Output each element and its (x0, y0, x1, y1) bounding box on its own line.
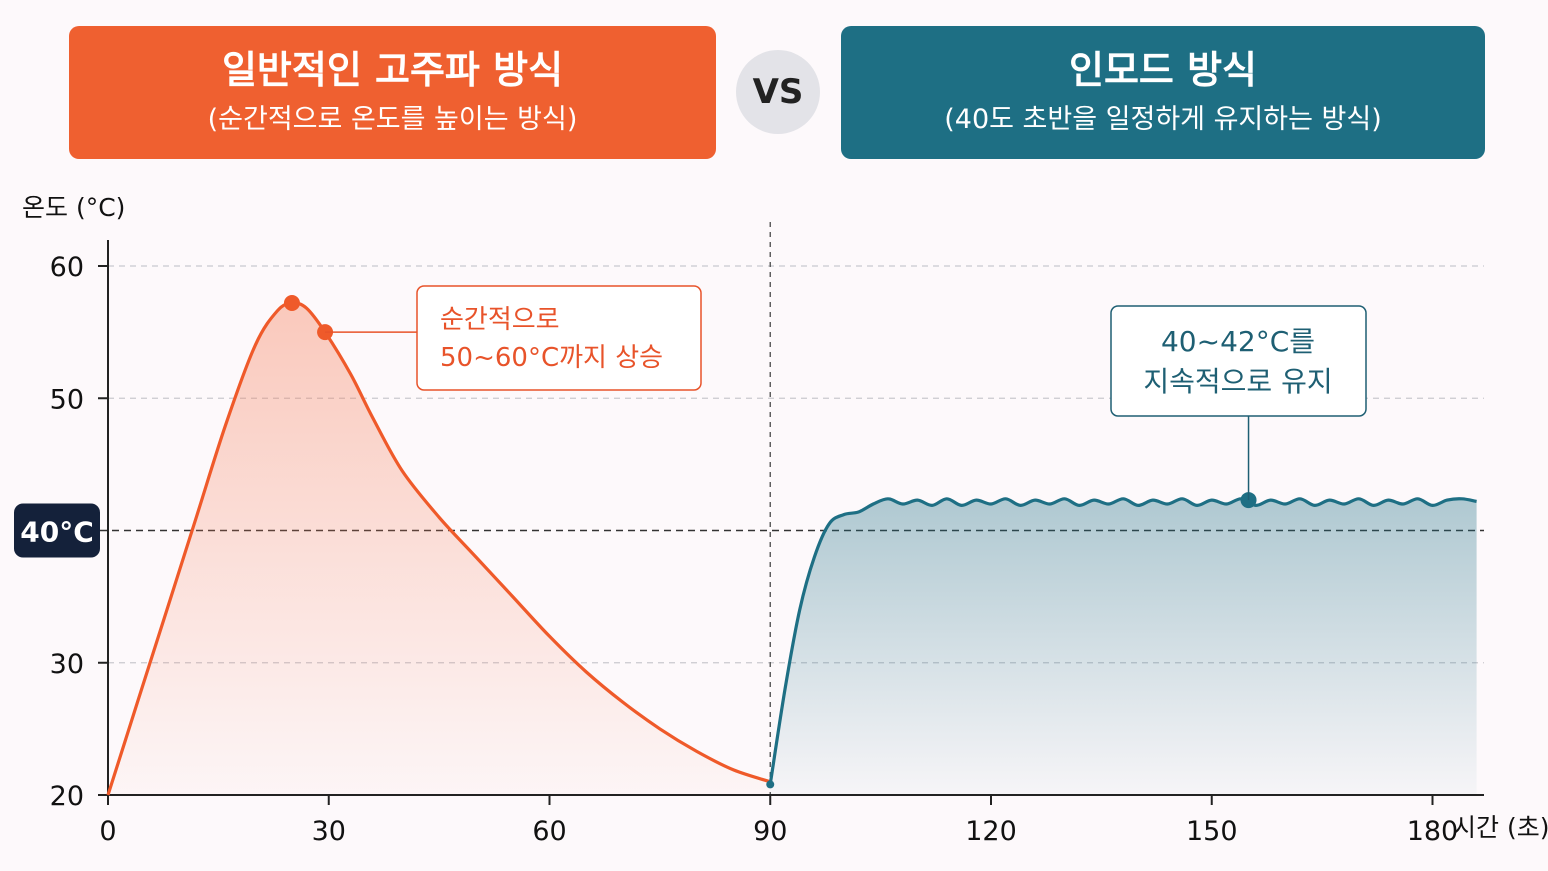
conventional-method-banner: 일반적인 고주파 방식 (순간적으로 온도를 높이는 방식) (69, 26, 716, 159)
series-line (768, 497, 1477, 785)
annotation-text: 순간적으로 (440, 305, 560, 335)
x-tick-label: 180 (1407, 816, 1459, 847)
x-tick-label: 0 (99, 816, 116, 847)
reference-badge-label: 40°C (20, 516, 94, 549)
y-axis-label: 온도 (°C) (22, 193, 125, 222)
series-area (770, 498, 1477, 795)
y-tick-label: 30 (50, 649, 84, 680)
annotation-box (1110, 305, 1367, 417)
series-area (108, 302, 771, 795)
x-tick-label: 150 (1186, 816, 1238, 847)
annotation-text: 지속적으로 유지 (1143, 365, 1332, 398)
x-axis-label: 시간 (초) (1453, 813, 1548, 842)
x-tick-label: 60 (532, 816, 566, 847)
x-tick-label: 120 (965, 816, 1017, 847)
vs-badge: VS (736, 50, 820, 134)
annotation-text: 40~42°C를 (1161, 325, 1315, 358)
y-tick-label: 60 (50, 252, 84, 283)
y-tick-label: 50 (50, 384, 84, 415)
x-tick-label: 30 (312, 816, 346, 847)
data-point (766, 780, 775, 789)
series-line (106, 301, 771, 796)
conventional-method-title: 일반적인 고주파 방식 (221, 48, 564, 92)
inmode-method-title: 인모드 방식 (1068, 48, 1258, 92)
conventional-method-subtitle: (순간적으로 온도를 높이는 방식) (207, 104, 578, 135)
x-tick-label: 90 (753, 816, 787, 847)
data-point (283, 295, 300, 312)
inmode-method-subtitle: (40도 초반을 일정하게 유지하는 방식) (944, 104, 1382, 135)
annotation-text: 50~60°C까지 상승 (440, 343, 663, 373)
inmode-method-banner: 인모드 방식 (40도 초반을 일정하게 유지하는 방식) (841, 26, 1485, 159)
y-tick-label: 20 (50, 781, 84, 812)
reference-badge (14, 503, 100, 558)
annotation-box (416, 285, 702, 391)
